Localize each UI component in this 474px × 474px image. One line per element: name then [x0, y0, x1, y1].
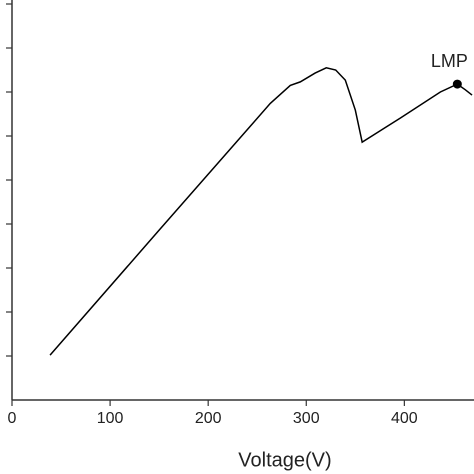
x-tick-label: 0 — [8, 410, 17, 427]
x-tick-label: 300 — [293, 410, 320, 427]
x-tick-label: 100 — [97, 410, 124, 427]
annotation: LMP — [431, 51, 468, 71]
x-tick-label: 400 — [391, 410, 418, 427]
x-axis-label: Voltage(V) — [238, 449, 331, 471]
lmp-marker — [452, 79, 462, 89]
line — [49, 67, 473, 356]
x-tick-label: 200 — [195, 410, 222, 427]
